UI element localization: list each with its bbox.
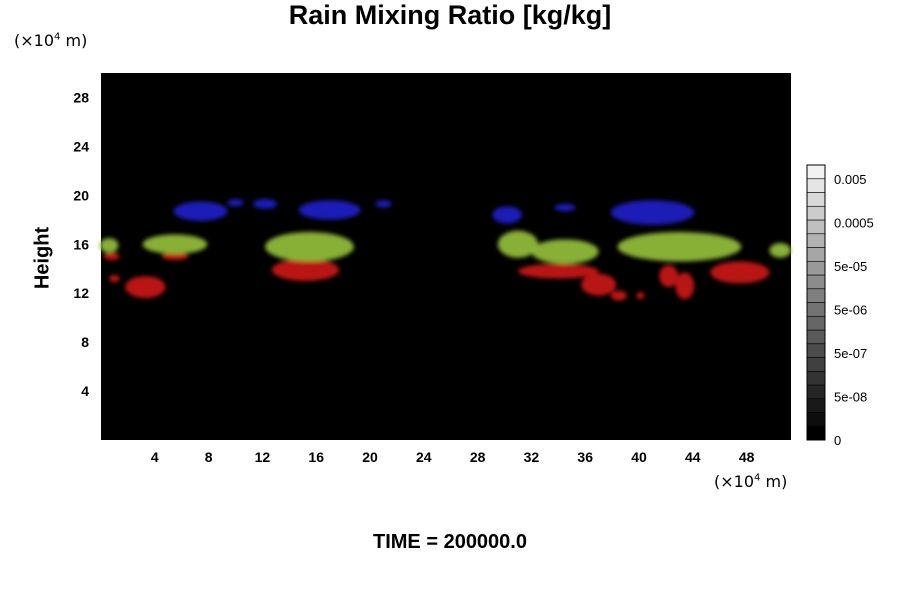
colorbar-swatch <box>806 329 826 345</box>
y-tick-label: 24 <box>73 138 89 154</box>
colorbar-swatch <box>806 384 826 400</box>
x-tick-label: 20 <box>362 449 378 465</box>
x-tick-label: 44 <box>685 449 701 465</box>
x-tick-label: 32 <box>524 449 540 465</box>
colorbar-swatch <box>806 205 826 221</box>
data-region-top <box>492 206 522 224</box>
data-region-bottom <box>271 258 340 281</box>
data-region-bottom <box>710 261 770 284</box>
data-regions <box>99 199 791 301</box>
data-region-bottom <box>659 265 679 288</box>
y-tick-label: 4 <box>81 383 89 399</box>
y-axis-ticks: 4 8 12 16 20 24 28 <box>73 89 89 399</box>
data-region-top <box>375 200 392 208</box>
data-region-middle <box>497 230 539 258</box>
data-region-bottom <box>675 272 695 300</box>
chart-title: Rain Mixing Ratio [kg/kg] <box>288 0 612 30</box>
colorbar-tick-label: 0.005 <box>834 172 867 187</box>
x-axis-ticks: 4 8 12 16 20 24 28 32 36 40 44 48 <box>151 449 755 465</box>
x-tick-label: 28 <box>470 449 486 465</box>
data-region-top <box>173 201 228 222</box>
data-region-bottom <box>636 291 645 300</box>
colorbar: 0.005 0.0005 5e-05 5e-06 5e-07 5e-08 0 <box>806 164 874 448</box>
data-region-middle <box>142 234 208 255</box>
data-region-bottom <box>103 252 120 261</box>
y-tick-label: 8 <box>81 334 89 350</box>
data-region-top <box>298 200 361 220</box>
colorbar-frame <box>806 164 826 441</box>
y-tick-label: 20 <box>73 187 89 203</box>
colorbar-swatch <box>806 412 826 427</box>
data-region-bottom <box>517 263 599 279</box>
colorbar-swatch <box>806 315 826 331</box>
data-region-bottom <box>161 252 189 261</box>
colorbar-swatch <box>806 398 826 413</box>
data-region-bottom <box>125 276 166 299</box>
colorbar-tick-label: 5e-08 <box>834 390 867 405</box>
data-region-middle <box>99 238 119 253</box>
colorbar-tick-label: 5e-06 <box>834 303 867 318</box>
data-region-bottom <box>581 273 617 296</box>
colorbar-swatch <box>806 288 826 303</box>
x-tick-label: 16 <box>308 449 324 465</box>
x-axis-unit: (×104 m) <box>714 472 788 491</box>
colorbar-swatch <box>806 302 826 317</box>
x-tick-label: 8 <box>205 449 213 465</box>
colorbar-swatch <box>806 343 826 358</box>
colorbar-swatch <box>806 178 826 193</box>
data-region-top <box>554 203 576 212</box>
data-region-top <box>252 199 278 209</box>
x-tick-label: 40 <box>631 449 647 465</box>
colorbar-swatch <box>806 233 826 248</box>
x-tick-label: 36 <box>577 449 593 465</box>
data-region-bottom <box>109 274 120 283</box>
x-tick-label: 4 <box>151 449 159 465</box>
colorbar-swatch <box>806 357 826 372</box>
colorbar-tick-label: 0 <box>834 433 841 448</box>
data-region-bottom <box>610 290 627 301</box>
y-tick-label: 16 <box>73 236 89 252</box>
colorbar-swatch <box>806 247 826 262</box>
colorbar-swatch <box>806 370 826 386</box>
data-region-top <box>227 199 244 207</box>
data-region-top <box>610 200 695 225</box>
colorbar-swatch <box>806 274 826 290</box>
data-region-middle <box>265 232 354 262</box>
x-tick-label: 24 <box>416 449 432 465</box>
y-tick-label: 28 <box>73 89 89 105</box>
colorbar-swatch <box>806 164 826 180</box>
colorbar-tick-label: 5e-07 <box>834 346 867 361</box>
colorbar-tick-label: 0.0005 <box>834 216 874 231</box>
x-tick-label: 48 <box>739 449 755 465</box>
time-label: TIME = 200000.0 <box>373 531 527 553</box>
data-region-middle <box>617 232 742 262</box>
colorbar-swatch <box>806 260 826 276</box>
y-tick-label: 12 <box>73 285 89 301</box>
colorbar-swatch <box>806 192 826 207</box>
colorbar-swatch <box>806 219 826 235</box>
x-tick-label: 12 <box>255 449 271 465</box>
y-axis-unit: (×104 m) <box>14 31 88 50</box>
colorbar-swatch <box>806 425 826 441</box>
data-region-middle <box>769 243 791 258</box>
colorbar-tick-label: 5e-05 <box>834 259 867 274</box>
data-region-middle <box>531 239 599 264</box>
